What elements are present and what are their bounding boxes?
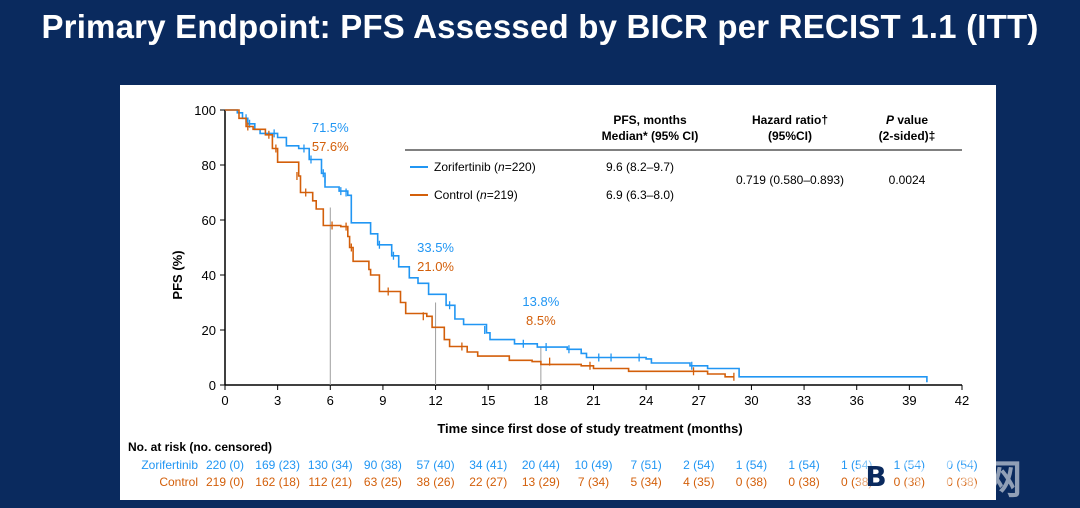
at-risk-value: 1 (54): [736, 458, 767, 472]
at-risk-value: 38 (26): [417, 475, 455, 489]
x-tick-label: 6: [327, 393, 334, 408]
at-risk-value: 1 (54): [841, 458, 872, 472]
at-risk-value: 0 (38): [736, 475, 767, 489]
km-curve-zorifertinib: [225, 109, 928, 383]
p-value: 0.0024: [889, 173, 926, 187]
annotation-control: 8.5%: [526, 313, 556, 328]
watermark-badge: B: [858, 458, 894, 494]
watermark: B 动脉网: [858, 446, 1078, 506]
at-risk-value: 90 (38): [364, 458, 402, 472]
at-risk-value: 0 (38): [788, 475, 819, 489]
y-tick-label: 40: [202, 268, 216, 283]
at-risk-header: No. at risk (no. censored): [128, 440, 272, 454]
annotation-zorifertinib: 13.8%: [522, 294, 559, 309]
at-risk-value: 13 (29): [522, 475, 560, 489]
at-risk-value: 162 (18): [255, 475, 300, 489]
at-risk-value: 0 (38): [894, 475, 925, 489]
x-tick-label: 24: [639, 393, 653, 408]
at-risk-value: 0 (38): [946, 475, 977, 489]
at-risk-value: 220 (0): [206, 458, 244, 472]
x-tick-label: 12: [428, 393, 442, 408]
at-risk-table: Zorifertinib 220 (0) 169 (23) 130 (34) 90 (3…: [141, 458, 977, 489]
legend-label-control: Control (n=219): [434, 188, 518, 202]
y-tick-label: 20: [202, 323, 216, 338]
y-tick-label: 100: [194, 103, 216, 118]
at-risk-value: 169 (23): [255, 458, 300, 472]
x-tick-label: 15: [481, 393, 495, 408]
table-header-pfs-1: PFS, months: [613, 113, 687, 127]
x-tick-label: 9: [379, 393, 386, 408]
x-tick-label: 33: [797, 393, 811, 408]
x-tick-label: 36: [849, 393, 863, 408]
hazard-ratio-value: 0.719 (0.580–0.893): [736, 173, 844, 187]
at-risk-value: 57 (40): [417, 458, 455, 472]
legend-label-zorifertinib: Zorifertinib (n=220): [434, 160, 536, 174]
x-tick-label: 21: [586, 393, 600, 408]
x-tick-label: 27: [692, 393, 706, 408]
stats-table: PFS, months Median* (95% CI) Hazard rati…: [405, 113, 962, 202]
at-risk-value: 1 (54): [894, 458, 925, 472]
annotation-control: 21.0%: [417, 259, 454, 274]
at-risk-value: 5 (34): [630, 475, 661, 489]
slide-title: Primary Endpoint: PFS Assessed by BICR p…: [41, 8, 1039, 45]
at-risk-value: 7 (34): [578, 475, 609, 489]
x-tick-label: 42: [955, 393, 969, 408]
at-risk-value: 20 (44): [522, 458, 560, 472]
at-risk-value: 34 (41): [469, 458, 507, 472]
at-risk-value: 112 (21): [308, 475, 352, 489]
at-risk-value: 219 (0): [206, 475, 244, 489]
y-axis-label: PFS (%): [170, 250, 185, 299]
at-risk-value: 10 (49): [574, 458, 612, 472]
x-tick-label: 39: [902, 393, 916, 408]
table-header-p-1: P value: [886, 113, 928, 127]
at-risk-value: 0 (38): [841, 475, 872, 489]
curves: [225, 109, 928, 383]
annotation-zorifertinib: 71.5%: [312, 120, 349, 135]
at-risk-value: 1 (54): [788, 458, 819, 472]
table-header-hr-2: (95%CI): [768, 129, 812, 143]
x-tick-label: 18: [534, 393, 548, 408]
y-tick-label: 60: [202, 213, 216, 228]
at-risk-value: 2 (54): [683, 458, 714, 472]
table-header-hr-1: Hazard ratio†: [752, 113, 828, 127]
at-risk-label: Control: [159, 475, 198, 489]
table-header-p-2: (2-sided)‡: [879, 129, 936, 143]
x-axis-label: Time since first dose of study treatment…: [437, 421, 742, 436]
annotation-control: 57.6%: [312, 139, 349, 154]
at-risk-value: 63 (25): [364, 475, 402, 489]
table-header-pfs-2: Median* (95% CI): [602, 129, 699, 143]
annotation-zorifertinib: 33.5%: [417, 240, 454, 255]
at-risk-label: Zorifertinib: [141, 458, 198, 472]
y-tick-label: 0: [209, 378, 216, 393]
at-risk-value: 22 (27): [469, 475, 507, 489]
at-risk-value: 130 (34): [308, 458, 353, 472]
watermark-text: 动脉网: [902, 457, 1022, 503]
x-tick-label: 3: [274, 393, 281, 408]
at-risk-value: 4 (35): [683, 475, 714, 489]
at-risk-value: 0 (54): [946, 458, 977, 472]
km-curve-control: [225, 109, 734, 378]
median-control: 6.9 (6.3–8.0): [606, 188, 674, 202]
chart-panel: 0 3 6 9 12 15 18 21 24 27 30 33 36 39 42 0 20 40 60 80 100 7…: [120, 85, 996, 500]
at-risk-value: 7 (51): [630, 458, 661, 472]
median-zorifertinib: 9.6 (8.2–9.7): [606, 160, 674, 174]
x-tick-label: 30: [744, 393, 758, 408]
y-tick-label: 80: [202, 158, 216, 173]
reference-lines: [329, 207, 542, 385]
x-tick-label: 0: [221, 393, 228, 408]
annotations: 71.5% 57.6% 33.5% 21.0% 13.8% 8.5%: [312, 120, 560, 328]
